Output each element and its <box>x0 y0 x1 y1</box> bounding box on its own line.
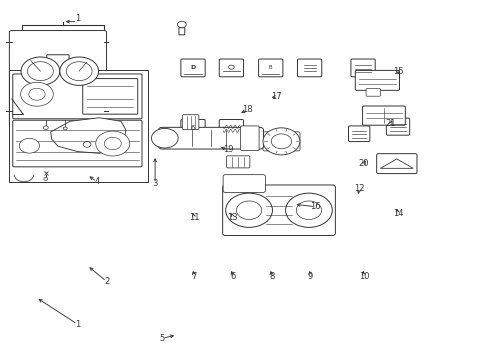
Text: 16: 16 <box>310 202 321 211</box>
Bar <box>9 70 148 182</box>
FancyBboxPatch shape <box>377 154 417 174</box>
Text: 1: 1 <box>75 14 80 23</box>
Circle shape <box>83 141 91 147</box>
Text: 5: 5 <box>160 334 165 343</box>
Text: 21: 21 <box>386 119 396 128</box>
Circle shape <box>21 82 53 106</box>
Text: 6: 6 <box>230 271 236 280</box>
Text: 2: 2 <box>104 277 109 286</box>
FancyBboxPatch shape <box>259 59 283 77</box>
Text: 13: 13 <box>227 213 238 222</box>
Circle shape <box>44 177 48 180</box>
FancyBboxPatch shape <box>387 118 410 135</box>
FancyBboxPatch shape <box>223 175 266 193</box>
Circle shape <box>27 62 53 81</box>
Polygon shape <box>50 118 126 153</box>
Circle shape <box>226 193 272 228</box>
Circle shape <box>271 134 292 149</box>
FancyBboxPatch shape <box>355 71 399 90</box>
FancyBboxPatch shape <box>363 106 405 125</box>
Circle shape <box>286 193 332 228</box>
Circle shape <box>96 131 130 156</box>
Text: 11: 11 <box>189 213 199 222</box>
FancyBboxPatch shape <box>182 115 199 130</box>
FancyBboxPatch shape <box>222 185 335 235</box>
Text: 15: 15 <box>393 67 403 76</box>
FancyBboxPatch shape <box>226 156 250 168</box>
Circle shape <box>237 201 262 220</box>
Circle shape <box>263 128 300 155</box>
Circle shape <box>177 21 186 28</box>
Text: 10: 10 <box>359 271 369 280</box>
FancyBboxPatch shape <box>179 28 185 35</box>
Circle shape <box>44 126 48 130</box>
Text: 18: 18 <box>242 105 253 114</box>
FancyBboxPatch shape <box>9 31 106 127</box>
FancyBboxPatch shape <box>13 74 142 119</box>
FancyBboxPatch shape <box>83 78 138 114</box>
Text: B: B <box>269 66 272 71</box>
FancyBboxPatch shape <box>47 55 69 79</box>
Circle shape <box>151 129 178 148</box>
Circle shape <box>21 57 60 85</box>
Text: 3: 3 <box>152 179 158 188</box>
Text: D: D <box>191 66 196 71</box>
Text: 17: 17 <box>271 92 282 101</box>
Text: 20: 20 <box>359 159 369 168</box>
Circle shape <box>66 62 92 81</box>
FancyBboxPatch shape <box>13 120 142 167</box>
FancyBboxPatch shape <box>263 132 300 151</box>
Circle shape <box>104 137 121 150</box>
Text: 9: 9 <box>308 271 313 280</box>
FancyBboxPatch shape <box>366 89 380 96</box>
Text: 19: 19 <box>223 145 233 154</box>
FancyBboxPatch shape <box>181 59 205 77</box>
Text: 4: 4 <box>94 177 99 186</box>
FancyBboxPatch shape <box>219 59 244 77</box>
Text: 8: 8 <box>269 271 274 280</box>
Circle shape <box>19 138 40 153</box>
FancyBboxPatch shape <box>348 126 370 141</box>
Text: 6: 6 <box>191 125 196 131</box>
Text: 7: 7 <box>191 271 196 280</box>
FancyBboxPatch shape <box>159 127 264 149</box>
Circle shape <box>29 88 45 100</box>
FancyBboxPatch shape <box>297 59 322 77</box>
Circle shape <box>60 57 98 85</box>
Circle shape <box>296 201 321 220</box>
Text: 1: 1 <box>75 320 80 329</box>
Circle shape <box>229 65 234 69</box>
Text: 12: 12 <box>354 184 365 193</box>
Circle shape <box>63 127 67 130</box>
Text: 14: 14 <box>393 209 403 218</box>
FancyBboxPatch shape <box>181 120 205 137</box>
FancyBboxPatch shape <box>219 120 244 137</box>
FancyBboxPatch shape <box>351 59 375 77</box>
FancyBboxPatch shape <box>241 126 259 150</box>
